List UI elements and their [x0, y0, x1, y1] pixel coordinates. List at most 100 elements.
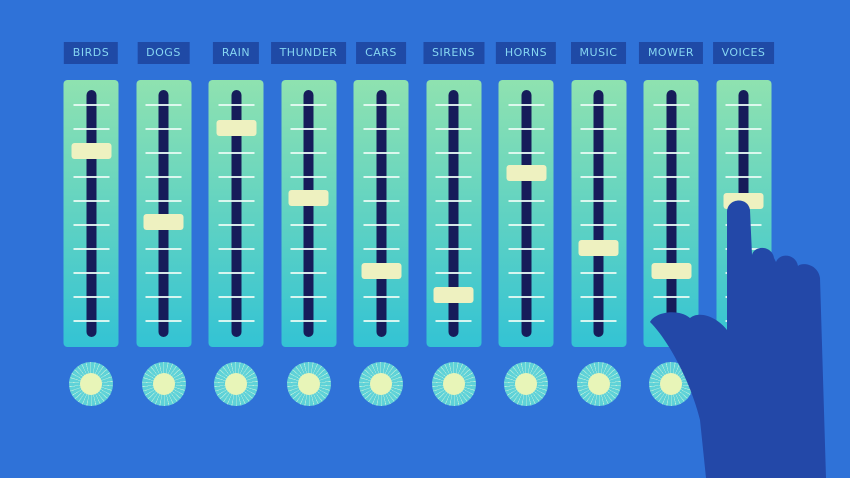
- fader-panel: [426, 80, 481, 347]
- channel-label: DOGS: [137, 42, 190, 64]
- fader-tick: [73, 320, 109, 322]
- fader-tick: [508, 200, 544, 202]
- fader-tick: [290, 248, 327, 250]
- fader-tick: [435, 104, 472, 106]
- fader-track[interactable]: [231, 90, 241, 337]
- fader-tick: [580, 128, 617, 130]
- fader-tick: [145, 104, 182, 106]
- fader-tick: [218, 152, 254, 154]
- fader-tick: [73, 200, 109, 202]
- fader-tick: [435, 176, 472, 178]
- fader-tick: [218, 104, 254, 106]
- fader-tick: [508, 296, 544, 298]
- fader-handle[interactable]: [578, 239, 619, 256]
- fader-track[interactable]: [448, 90, 459, 337]
- fader-tick: [580, 200, 617, 202]
- fader-tick: [508, 272, 544, 274]
- fader-tick: [73, 128, 109, 130]
- channel-label: MUSIC: [570, 42, 627, 64]
- fader-tick: [725, 128, 762, 130]
- fader-tick: [725, 104, 762, 106]
- fader-tick: [363, 200, 399, 202]
- fader-tick: [435, 320, 472, 322]
- knob[interactable]: [576, 362, 621, 406]
- fader-tick: [290, 104, 327, 106]
- fader-tick: [508, 152, 544, 154]
- fader-handle[interactable]: [361, 263, 401, 280]
- fader-tick: [290, 272, 327, 274]
- fader-tick: [145, 272, 182, 274]
- fader-tick: [435, 128, 472, 130]
- fader-panel: [136, 80, 191, 347]
- fader-tick: [653, 104, 689, 106]
- fader-tick: [145, 176, 182, 178]
- fader-track[interactable]: [521, 90, 531, 337]
- fader-tick: [435, 272, 472, 274]
- knob[interactable]: [286, 362, 331, 406]
- fader-tick: [363, 296, 399, 298]
- fader-tick: [725, 176, 762, 178]
- fader-tick: [73, 248, 109, 250]
- fader-handle[interactable]: [651, 263, 691, 280]
- fader-handle[interactable]: [506, 164, 546, 181]
- fader-tick: [290, 320, 327, 322]
- channel-label: MOWER: [638, 42, 704, 64]
- fader-tick: [73, 272, 109, 274]
- fader-tick: [363, 104, 399, 106]
- fader-tick: [73, 176, 109, 178]
- knob[interactable]: [141, 362, 186, 406]
- knob[interactable]: [431, 362, 476, 406]
- fader-tick: [218, 224, 254, 226]
- fader-track[interactable]: [303, 90, 314, 337]
- fader-tick: [73, 104, 109, 106]
- fader-tick: [363, 176, 399, 178]
- fader-tick: [290, 152, 327, 154]
- knob[interactable]: [649, 362, 693, 406]
- fader-tick: [653, 176, 689, 178]
- fader-tick: [363, 320, 399, 322]
- fader-tick: [218, 296, 254, 298]
- fader-track[interactable]: [666, 90, 676, 337]
- fader-tick: [290, 224, 327, 226]
- fader-tick: [580, 320, 617, 322]
- fader-tick: [653, 248, 689, 250]
- fader-tick: [508, 224, 544, 226]
- fader-tick: [508, 320, 544, 322]
- fader-tick: [145, 248, 182, 250]
- fader-tick: [145, 200, 182, 202]
- fader-handle[interactable]: [216, 119, 256, 136]
- fader-tick: [218, 248, 254, 250]
- knob[interactable]: [359, 362, 403, 406]
- fader-tick: [580, 296, 617, 298]
- knob[interactable]: [504, 362, 548, 406]
- fader-tick: [363, 224, 399, 226]
- fader-handle[interactable]: [288, 190, 329, 207]
- channel-label: SIRENS: [422, 42, 485, 64]
- fader-tick: [145, 320, 182, 322]
- fader-panel: [63, 80, 119, 347]
- fader-tick: [653, 128, 689, 130]
- fader-tick: [218, 272, 254, 274]
- fader-tick: [580, 104, 617, 106]
- fader-tick: [653, 296, 689, 298]
- fader-tick: [508, 128, 544, 130]
- fader-handle[interactable]: [433, 286, 474, 303]
- fader-panel: [498, 80, 554, 347]
- knob[interactable]: [69, 362, 113, 406]
- fader-tick: [435, 248, 472, 250]
- knob[interactable]: [214, 362, 258, 406]
- fader-handle[interactable]: [71, 143, 111, 160]
- fader-track[interactable]: [376, 90, 386, 337]
- fader-handle[interactable]: [143, 213, 184, 230]
- fader-tick: [145, 128, 182, 130]
- fader-track[interactable]: [593, 90, 604, 337]
- fader-track[interactable]: [86, 90, 96, 337]
- channel-label: VOICES: [712, 42, 775, 64]
- fader-panel: [208, 80, 264, 347]
- fader-panel: [353, 80, 409, 347]
- fader-tick: [508, 248, 544, 250]
- fader-tick: [580, 272, 617, 274]
- fader-tick: [435, 152, 472, 154]
- fader-track[interactable]: [158, 90, 169, 337]
